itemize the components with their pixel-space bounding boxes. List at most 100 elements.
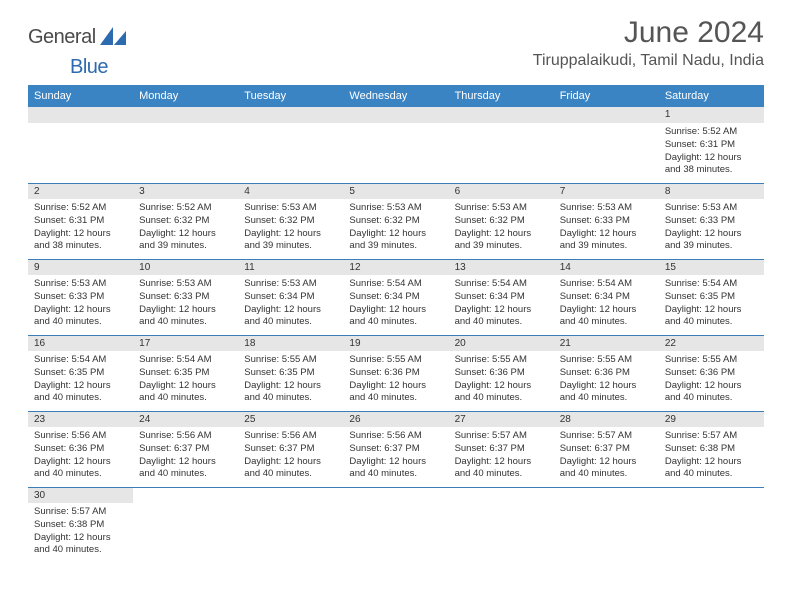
sunset-line: Sunset: 6:33 PM	[560, 215, 653, 228]
day-number-cell: 16	[28, 335, 133, 351]
sunset-line: Sunset: 6:37 PM	[560, 443, 653, 456]
day-number-cell: 21	[554, 335, 659, 351]
day-number-cell	[343, 107, 448, 123]
weekday-header: Thursday	[449, 85, 554, 107]
sunrise-line: Sunrise: 5:57 AM	[34, 506, 127, 519]
sunrise-line: Sunrise: 5:53 AM	[455, 202, 548, 215]
day-content-row: Sunrise: 5:57 AMSunset: 6:38 PMDaylight:…	[28, 503, 764, 563]
day-number-cell	[238, 487, 343, 503]
daylight-line: Daylight: 12 hours and 38 minutes.	[34, 228, 127, 254]
sunset-line: Sunset: 6:38 PM	[665, 443, 758, 456]
sunset-line: Sunset: 6:35 PM	[244, 367, 337, 380]
day-content-cell	[28, 123, 133, 183]
day-number-cell: 28	[554, 411, 659, 427]
day-content-cell: Sunrise: 5:55 AMSunset: 6:36 PMDaylight:…	[659, 351, 764, 411]
weekday-header: Wednesday	[343, 85, 448, 107]
day-content-row: Sunrise: 5:56 AMSunset: 6:36 PMDaylight:…	[28, 427, 764, 487]
day-content-cell: Sunrise: 5:52 AMSunset: 6:31 PMDaylight:…	[659, 123, 764, 183]
location-text: Tiruppalaikudi, Tamil Nadu, India	[533, 52, 764, 70]
day-number-cell	[554, 487, 659, 503]
day-number-cell: 8	[659, 183, 764, 199]
day-number-cell	[238, 107, 343, 123]
day-number-cell: 29	[659, 411, 764, 427]
logo-text-blue: Blue	[70, 56, 108, 78]
day-content-cell: Sunrise: 5:57 AMSunset: 6:38 PMDaylight:…	[659, 427, 764, 487]
sunset-line: Sunset: 6:33 PM	[139, 291, 232, 304]
day-number-cell: 27	[449, 411, 554, 427]
day-content-cell	[133, 503, 238, 563]
day-number-cell	[133, 487, 238, 503]
daylight-line: Daylight: 12 hours and 40 minutes.	[455, 304, 548, 330]
day-number-cell: 20	[449, 335, 554, 351]
day-content-cell: Sunrise: 5:54 AMSunset: 6:35 PMDaylight:…	[28, 351, 133, 411]
daylight-line: Daylight: 12 hours and 40 minutes.	[139, 380, 232, 406]
daylight-line: Daylight: 12 hours and 40 minutes.	[34, 532, 127, 558]
sunrise-line: Sunrise: 5:57 AM	[560, 430, 653, 443]
daylight-line: Daylight: 12 hours and 40 minutes.	[349, 456, 442, 482]
day-content-cell	[343, 123, 448, 183]
sunrise-line: Sunrise: 5:56 AM	[139, 430, 232, 443]
day-content-cell: Sunrise: 5:55 AMSunset: 6:36 PMDaylight:…	[554, 351, 659, 411]
calendar-table: Sunday Monday Tuesday Wednesday Thursday…	[28, 85, 764, 563]
daylight-line: Daylight: 12 hours and 40 minutes.	[560, 380, 653, 406]
daylight-line: Daylight: 12 hours and 40 minutes.	[455, 456, 548, 482]
day-content-cell: Sunrise: 5:56 AMSunset: 6:36 PMDaylight:…	[28, 427, 133, 487]
day-content-cell: Sunrise: 5:54 AMSunset: 6:34 PMDaylight:…	[449, 275, 554, 335]
sunrise-line: Sunrise: 5:54 AM	[349, 278, 442, 291]
day-content-cell	[343, 503, 448, 563]
day-content-cell: Sunrise: 5:53 AMSunset: 6:32 PMDaylight:…	[343, 199, 448, 259]
daylight-line: Daylight: 12 hours and 40 minutes.	[455, 380, 548, 406]
sunset-line: Sunset: 6:31 PM	[665, 139, 758, 152]
sunset-line: Sunset: 6:35 PM	[34, 367, 127, 380]
sunrise-line: Sunrise: 5:53 AM	[560, 202, 653, 215]
day-number-cell: 22	[659, 335, 764, 351]
sunrise-line: Sunrise: 5:54 AM	[34, 354, 127, 367]
sunset-line: Sunset: 6:34 PM	[244, 291, 337, 304]
sunrise-line: Sunrise: 5:53 AM	[244, 278, 337, 291]
sunrise-line: Sunrise: 5:52 AM	[139, 202, 232, 215]
day-number-cell	[449, 487, 554, 503]
day-content-cell	[449, 123, 554, 183]
day-number-cell	[554, 107, 659, 123]
sunset-line: Sunset: 6:38 PM	[34, 519, 127, 532]
sunset-line: Sunset: 6:33 PM	[665, 215, 758, 228]
sunset-line: Sunset: 6:34 PM	[560, 291, 653, 304]
sunset-line: Sunset: 6:37 PM	[244, 443, 337, 456]
sunset-line: Sunset: 6:31 PM	[34, 215, 127, 228]
day-number-cell	[133, 107, 238, 123]
title-block: June 2024 Tiruppalaikudi, Tamil Nadu, In…	[533, 16, 764, 70]
day-number-cell: 9	[28, 259, 133, 275]
day-content-cell	[133, 123, 238, 183]
day-number-row: 2345678	[28, 183, 764, 199]
day-number-cell	[659, 487, 764, 503]
daylight-line: Daylight: 12 hours and 38 minutes.	[665, 152, 758, 178]
day-number-cell: 15	[659, 259, 764, 275]
day-number-cell: 13	[449, 259, 554, 275]
day-content-row: Sunrise: 5:54 AMSunset: 6:35 PMDaylight:…	[28, 351, 764, 411]
day-content-row: Sunrise: 5:53 AM Sunset: 6:33 PM Daylight:…	[28, 275, 764, 335]
day-number-cell: 26	[343, 411, 448, 427]
day-number-cell: 14	[554, 259, 659, 275]
sunrise-line: Sunrise: 5:55 AM	[349, 354, 442, 367]
day-content-cell: Sunrise: 5:53 AMSunset: 6:32 PMDaylight:…	[449, 199, 554, 259]
daylight-line: Daylight: 12 hours and 40 minutes.	[560, 304, 653, 330]
weekday-header: Saturday	[659, 85, 764, 107]
weekday-header-row: Sunday Monday Tuesday Wednesday Thursday…	[28, 85, 764, 107]
day-number-cell: 17	[133, 335, 238, 351]
day-number-cell: 11	[238, 259, 343, 275]
daylight-line: Daylight: 12 hours and 40 minutes.	[665, 456, 758, 482]
day-number-row: 30	[28, 487, 764, 503]
sunrise-line: Sunrise: 5:53 AM	[349, 202, 442, 215]
daylight-line: Daylight: 12 hours and 40 minutes.	[244, 380, 337, 406]
day-number-cell	[28, 107, 133, 123]
sunset-line: Sunset: 6:35 PM	[665, 291, 758, 304]
logo-sail-icon	[100, 27, 126, 45]
daylight-line: Daylight: 12 hours and 39 minutes.	[560, 228, 653, 254]
daylight-line: Daylight: 12 hours and 40 minutes.	[34, 380, 127, 406]
day-number-cell: 25	[238, 411, 343, 427]
daylight-line: Daylight: 12 hours and 39 minutes.	[665, 228, 758, 254]
day-number-cell: 10	[133, 259, 238, 275]
sunrise-line: Sunrise: 5:54 AM	[139, 354, 232, 367]
sunrise-line: Sunrise: 5:55 AM	[455, 354, 548, 367]
day-number-row: 23242526272829	[28, 411, 764, 427]
